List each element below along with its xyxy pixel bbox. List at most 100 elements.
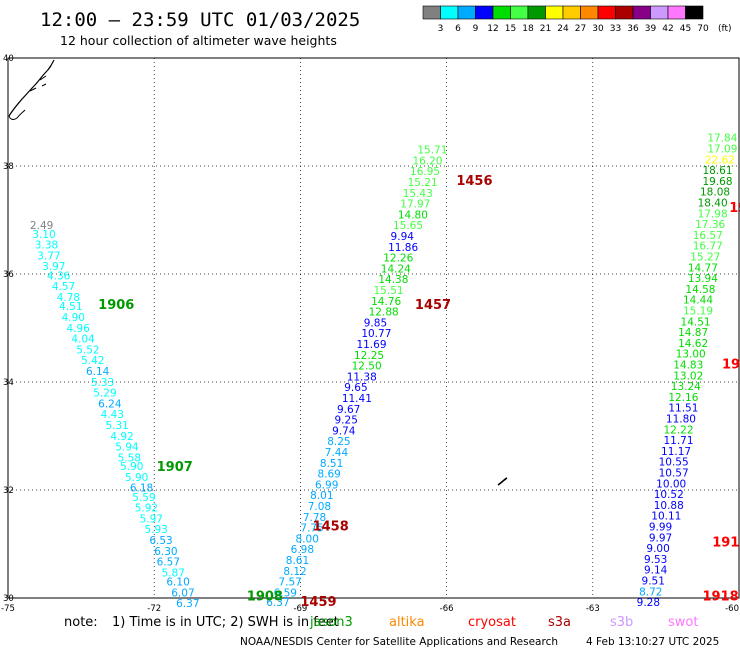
wave-height-label: 17.84 [707, 133, 737, 145]
wave-height-label: 6.30 [154, 546, 177, 558]
legend-swatch [580, 5, 599, 20]
legend-label: 3 [438, 24, 444, 34]
legend-label: 9 [473, 24, 479, 34]
wave-height-label: 14.24 [381, 263, 411, 275]
pass-time-label: 1456 [456, 174, 492, 189]
wave-height-label: 12.88 [369, 307, 399, 319]
wave-height-label: 9.74 [332, 425, 356, 437]
wave-height-label: 6.07 [171, 587, 194, 599]
wave-height-label: 17.97 [400, 199, 430, 211]
legend-label: 70 [697, 24, 709, 34]
wave-height-label: 2.49 [30, 220, 53, 232]
wave-height-label: 11.17 [661, 446, 691, 458]
legend-swatch [527, 5, 546, 20]
wave-height-label: 16.95 [410, 166, 440, 178]
wave-height-label: 14.44 [683, 295, 713, 307]
wave-height-label: 12.16 [668, 392, 698, 404]
wave-height-label: 14.51 [681, 316, 711, 328]
wave-height-label: 11.86 [388, 242, 418, 254]
wave-height-label: 6.98 [291, 544, 314, 556]
y-tick-label: 38 [3, 162, 14, 172]
wave-height-label: 15.27 [690, 252, 720, 264]
wave-height-label: 15.71 [417, 145, 447, 157]
wave-height-label: 13.00 [676, 349, 706, 361]
legend-label: 24 [557, 24, 569, 34]
wave-height-label: 8.72 [639, 586, 662, 598]
wave-height-label: 15.19 [683, 306, 713, 318]
wave-height-label: 16.77 [693, 241, 723, 253]
wave-height-label: 9.00 [646, 543, 669, 555]
wave-height-label: 9.97 [649, 532, 672, 544]
wave-height-label: 5.93 [144, 524, 167, 536]
wave-height-label: 9.51 [642, 576, 665, 588]
wave-height-label: 16.20 [412, 155, 442, 167]
wave-height-label: 15.51 [374, 285, 404, 297]
wave-height-label: 9.14 [644, 565, 668, 577]
legend-swatch [475, 5, 494, 20]
legend-swatch [597, 5, 616, 20]
wave-height-label: 5.31 [105, 420, 128, 432]
wave-height-label: 3.97 [42, 261, 65, 273]
wave-height-label: 11.38 [347, 371, 377, 383]
pass-time-label: 1916 [722, 358, 740, 373]
wave-height-label: 6.53 [149, 535, 172, 547]
color-legend: 3 6 9 12 15 18 21 24 27 30 33 36 39 42 45 70 [422, 5, 709, 34]
legend-swatch [685, 5, 704, 20]
bermuda-island-shape [497, 477, 508, 486]
wave-height-label: 6.59 [274, 587, 297, 599]
wave-height-label: 5.52 [76, 344, 99, 356]
wave-height-label: 5.87 [162, 567, 185, 579]
legend-swatch [615, 5, 634, 20]
x-tick-label: -66 [440, 604, 454, 614]
wave-height-label: 8.69 [317, 469, 340, 481]
wave-height-label: 18.08 [700, 187, 730, 199]
wave-height-label: 13.24 [671, 381, 701, 393]
wave-height-label: 5.92 [135, 503, 158, 515]
wave-height-label: 14.83 [673, 360, 703, 372]
wave-height-label: 10.52 [654, 489, 684, 501]
wave-height-label: 8.12 [283, 566, 306, 578]
wave-height-label: 15.65 [393, 220, 423, 232]
wave-height-label: 3.38 [35, 240, 58, 252]
pass-time-label: 1459 [300, 595, 336, 610]
wave-height-label: 6.37 [176, 598, 199, 610]
wave-height-label: 5.90 [120, 461, 143, 473]
satellite-name: s3a [548, 615, 571, 630]
wave-height-label: 14.38 [378, 274, 408, 286]
wave-height-label: 12.22 [663, 424, 693, 436]
wave-height-label: 10.11 [651, 511, 681, 523]
pass-time-label: 1457 [415, 298, 451, 313]
satellite-legend: jason3 altika cryosat s3a s3b swot [309, 615, 698, 630]
wave-height-label: 8.00 [296, 533, 319, 545]
wave-height-label: 11.51 [668, 403, 698, 415]
wave-height-label: 7.75 [300, 523, 323, 535]
wave-height-points: 2.493.103.383.773.974.364.574.784.514.90… [30, 133, 738, 610]
y-tick-label: 30 [3, 594, 14, 604]
wave-height-label: 10.57 [659, 468, 689, 480]
wave-height-label: 5.94 [115, 442, 139, 454]
wave-height-label: 17.36 [695, 219, 725, 231]
wave-height-label: 9.85 [364, 317, 387, 329]
wave-height-label: 8.51 [320, 458, 343, 470]
satellite-name: swot [668, 615, 698, 630]
chart-title: 12:00 – 23:59 UTC 01/03/2025 [40, 9, 360, 31]
wave-height-label: 8.61 [286, 555, 309, 567]
wave-height-label: 6.18 [130, 483, 153, 495]
pass-time-labels: 1906 1907 1908 1459 1458 1457 1456 1915 1916 1917… [98, 174, 740, 610]
legend-swatch [650, 5, 669, 20]
wave-height-label: 9.94 [391, 231, 415, 243]
wave-height-label: 5.90 [125, 472, 148, 484]
wave-height-label: 18.61 [702, 165, 732, 177]
wave-height-label: 14.77 [688, 262, 718, 274]
wave-height-label: 5.42 [81, 355, 104, 367]
legend-label: 27 [575, 24, 586, 34]
wave-height-label: 6.37 [266, 597, 289, 609]
legend-label: 12 [487, 24, 498, 34]
legend-swatch [492, 5, 511, 20]
legend-label: 42 [662, 24, 673, 34]
legend-label: 21 [540, 24, 551, 34]
satellite-name: s3b [610, 615, 633, 630]
wave-height-label: 17.09 [707, 144, 737, 156]
wave-height-label: 7.57 [278, 577, 301, 589]
x-tick-label: -75 [1, 604, 15, 614]
